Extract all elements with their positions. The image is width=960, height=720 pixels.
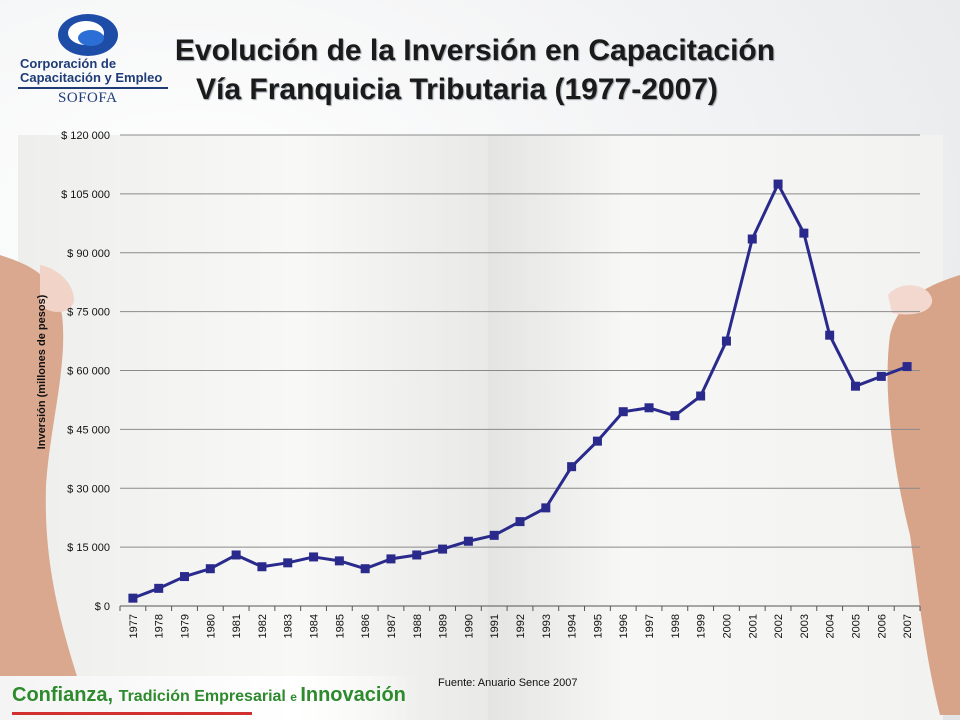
footer-word-1: Confianza, <box>12 684 119 706</box>
notebook-left-page <box>18 135 488 720</box>
data-point <box>876 371 886 381</box>
left-hand-image <box>0 255 90 715</box>
data-point <box>515 517 525 527</box>
data-point <box>283 558 293 568</box>
data-point <box>799 228 809 238</box>
footer-underline <box>12 712 252 715</box>
y-tick-label: $ 105 000 <box>61 189 110 201</box>
source-note: Fuente: Anuario Sence 2007 <box>438 677 578 689</box>
data-point <box>696 391 706 401</box>
x-tick-label: 1977 <box>128 614 140 638</box>
data-point <box>463 536 473 546</box>
x-tick-label: 2007 <box>902 614 914 638</box>
x-tick-label: 1993 <box>541 614 553 638</box>
y-tick-label: $ 75 000 <box>67 307 110 319</box>
data-point <box>747 234 757 244</box>
y-tick-label: $ 45 000 <box>67 424 110 436</box>
y-tick-label: $ 15 000 <box>67 542 110 554</box>
notebook-right-page <box>488 135 943 720</box>
y-tick-label: $ 30 000 <box>67 483 110 495</box>
x-tick-label: 1995 <box>592 614 604 638</box>
x-tick-label: 2002 <box>773 614 785 638</box>
data-point <box>592 436 602 446</box>
x-tick-label: 2004 <box>825 614 837 638</box>
logo-line-2: Capacitación y Empleo <box>20 70 163 85</box>
x-tick-label: 2005 <box>850 614 862 638</box>
right-hand-image <box>887 275 960 715</box>
logo-rule <box>18 87 168 89</box>
y-tick-label: $ 90 000 <box>67 248 110 260</box>
footer-word-3: e <box>290 690 301 704</box>
x-tick-label: 1998 <box>670 614 682 638</box>
data-point <box>360 564 370 574</box>
data-point <box>721 336 731 346</box>
x-tick-label: 2003 <box>799 614 811 638</box>
x-tick-label: 1980 <box>205 614 217 638</box>
logo: Corporación de Capacitación y Empleo SOF… <box>14 12 174 106</box>
logo-line-1: Corporación de <box>20 56 117 71</box>
data-point <box>438 544 448 554</box>
x-tick-label: 1992 <box>515 614 527 638</box>
data-point <box>205 564 215 574</box>
data-point <box>644 403 654 413</box>
x-tick-label: 1994 <box>567 614 579 638</box>
title-line-2: Vía Franquicia Tributaria (1977-2007) <box>196 73 718 106</box>
data-point <box>412 550 422 560</box>
x-tick-label: 1986 <box>360 614 372 638</box>
title-line-1: Evolución de la Inversión en Capacitació… <box>174 34 776 67</box>
x-tick-label: 1990 <box>463 614 475 638</box>
x-tick-label: 1996 <box>618 614 630 638</box>
data-point <box>567 462 577 472</box>
data-point <box>309 552 319 562</box>
data-point <box>670 411 680 421</box>
y-tick-label: $ 120 000 <box>61 130 110 142</box>
series-line <box>132 182 908 600</box>
logo-line-3: SOFOFA <box>58 90 118 106</box>
data-point <box>386 554 396 564</box>
x-tick-label: 1999 <box>696 614 708 638</box>
data-point <box>128 593 138 603</box>
data-point <box>773 179 783 189</box>
x-tick-label: 1982 <box>257 614 269 638</box>
x-tick-label: 1988 <box>412 614 424 638</box>
x-tick-label: 2001 <box>747 614 759 638</box>
x-tick-label: 1981 <box>231 614 243 638</box>
footer-word-2: Tradición Empresarial <box>118 688 291 705</box>
x-tick-label: 1985 <box>334 614 346 638</box>
x-tick-label: 1983 <box>283 614 295 638</box>
x-tick-label: 1997 <box>644 614 656 638</box>
x-tick-label: 1989 <box>438 614 450 638</box>
data-point <box>902 362 912 372</box>
footer-word-4: Innovación <box>300 684 406 706</box>
logo-mark-icon <box>58 14 118 56</box>
data-point <box>334 556 344 566</box>
data-point <box>231 550 241 560</box>
x-tick-label: 1987 <box>386 614 398 638</box>
x-tick-label: 2006 <box>876 614 888 638</box>
data-point <box>541 503 551 513</box>
x-tick-label: 1979 <box>180 614 192 638</box>
data-point <box>825 330 835 340</box>
data-point <box>850 381 860 391</box>
footer-slogan: Confianza, Tradición Empresarial e Innov… <box>12 684 406 707</box>
data-point <box>154 583 164 593</box>
x-tick-label: 1984 <box>309 614 321 638</box>
data-point <box>180 572 190 582</box>
y-tick-label: $ 0 <box>95 601 110 613</box>
data-point <box>489 530 499 540</box>
x-tick-label: 1991 <box>489 614 501 638</box>
x-tick-label: 1978 <box>154 614 166 638</box>
x-tick-label: 2000 <box>721 614 733 638</box>
data-point <box>618 407 628 417</box>
data-point <box>257 562 267 572</box>
y-tick-label: $ 60 000 <box>67 366 110 378</box>
